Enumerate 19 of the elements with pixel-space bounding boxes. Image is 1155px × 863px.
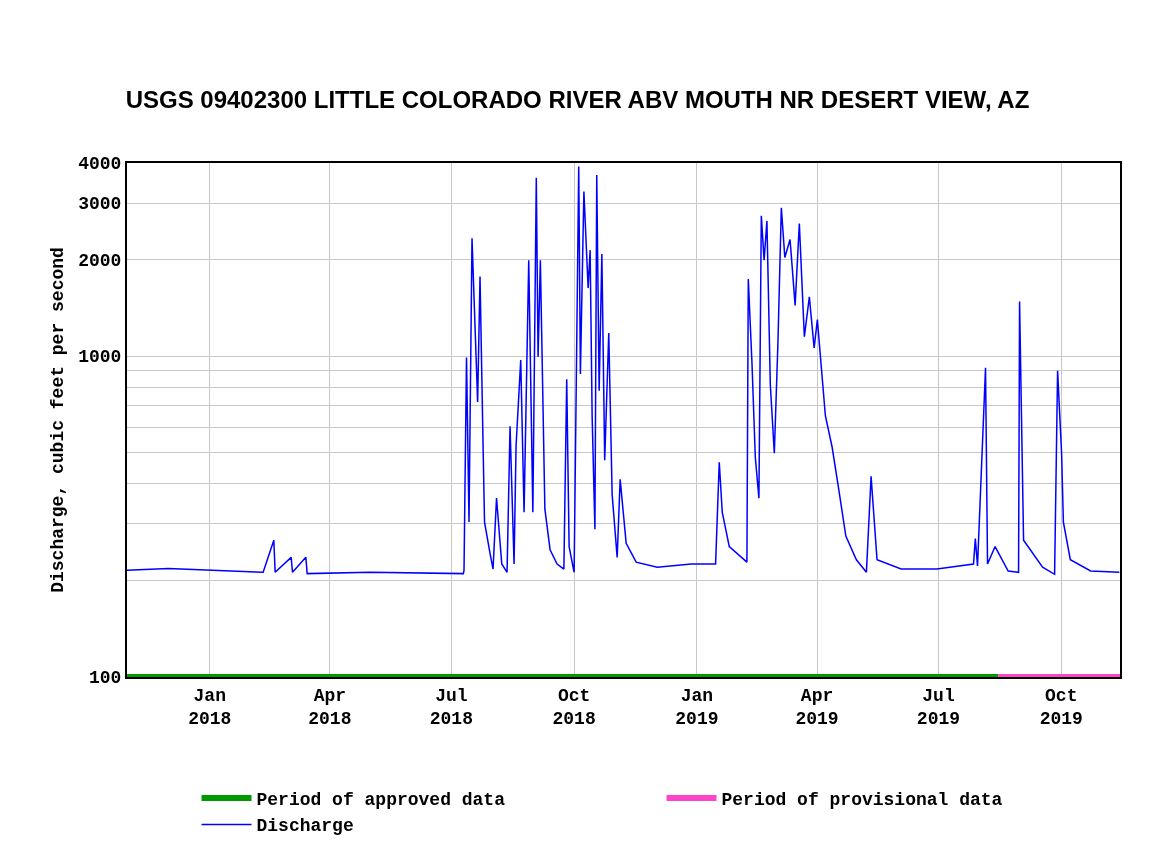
legend-label: Period of provisional data [721,790,1003,811]
legend-label: Discharge [256,816,354,837]
y-tick-label: 4000 [78,154,122,175]
x-tick-label: Oct 2018 [552,685,596,729]
chart-title: USGS 09402300 LITTLE COLORADO RIVER ABV MOUTH NR DESERT VIEW, AZ [125,86,1030,114]
x-tick-label: Jul 2019 [916,685,961,729]
y-tick-label: 2000 [78,250,122,271]
x-tick-label: Apr 2019 [795,685,839,729]
x-tick-label: Apr 2018 [308,685,352,729]
y-tick-label: 1000 [78,347,122,368]
x-tick-label: Jul 2018 [429,685,473,729]
legend-label: Period of approved data [256,790,506,811]
y-axis-title: Discharge, cubic feet per second [47,247,68,593]
x-tick-label: Oct 2019 [1039,685,1083,729]
y-tick-label: 3000 [78,194,122,215]
line-series [127,165,1120,576]
x-tick-label: Jan 2019 [675,685,719,729]
y-tick-label: 100 [88,668,122,689]
x-tick-label: Jan 2018 [188,685,232,729]
